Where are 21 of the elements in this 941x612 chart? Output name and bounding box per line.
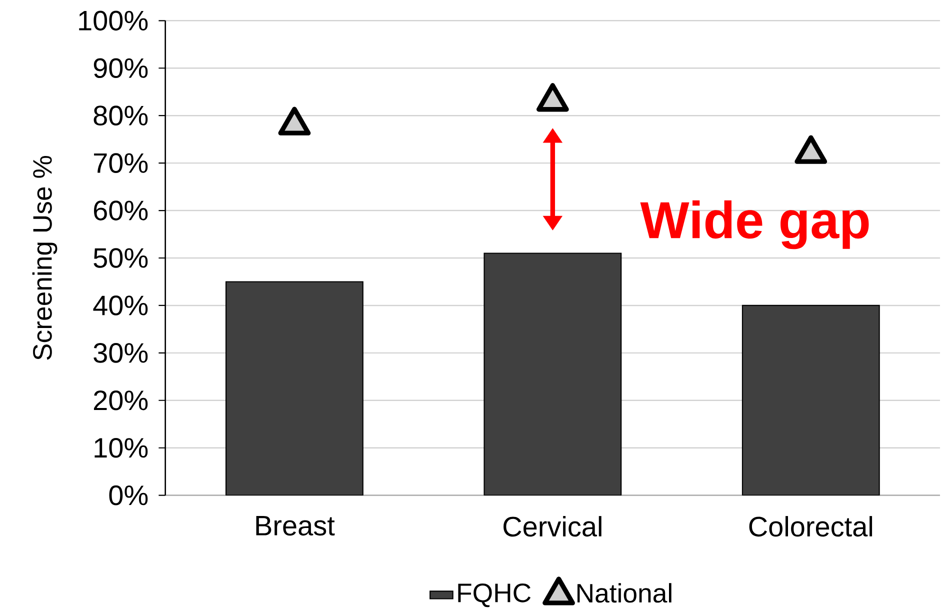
- x-tick-label: Colorectal: [749, 516, 872, 537]
- y-tick-label: 0%: [109, 485, 148, 506]
- bar: [742, 304, 880, 496]
- x-tick-label: Cervical: [504, 516, 602, 537]
- y-tick-label: 40%: [93, 295, 148, 316]
- y-tick-label: 20%: [94, 390, 148, 410]
- y-tick-label: 80%: [94, 106, 148, 126]
- y-tick-label: 100%: [79, 10, 148, 30]
- y-tick-label: 30%: [94, 342, 148, 363]
- bar: [484, 252, 622, 496]
- legend-label: National: [577, 583, 672, 603]
- y-tick-label: 90%: [94, 58, 148, 78]
- y-tick-label: 50%: [94, 248, 148, 268]
- bar: [225, 281, 364, 496]
- x-tick-label: Breast: [256, 516, 335, 536]
- y-axis-title: Screening Use %: [32, 156, 58, 360]
- y-tick-label: 10%: [94, 438, 148, 458]
- annotation: Wide gap: [640, 200, 869, 250]
- legend-label: FQHC: [458, 583, 531, 608]
- y-tick-label: 70%: [94, 153, 148, 173]
- y-tick-label: 60%: [94, 200, 148, 220]
